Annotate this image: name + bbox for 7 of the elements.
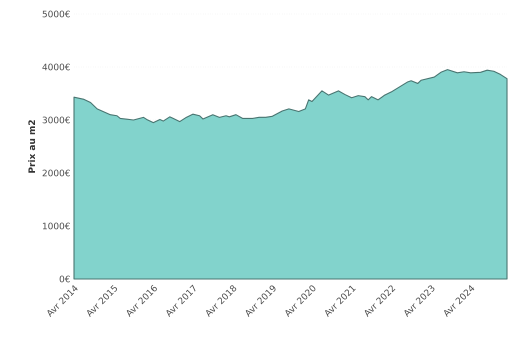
y-tick-label: 4000€ (42, 64, 70, 70)
y-axis-title: Prix au m2 (28, 120, 36, 173)
y-tick-label: 5000€ (42, 10, 70, 18)
y-tick-label: 3000€ (42, 116, 70, 124)
y-tick-label: 1000€ (42, 222, 70, 230)
y-tick-label: 0€ (60, 276, 70, 282)
y-tick-label: 2000€ (42, 170, 70, 176)
